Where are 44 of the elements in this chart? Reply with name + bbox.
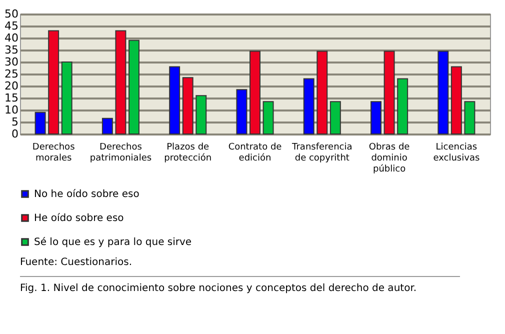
legend-label: No he oído sobre eso [34,189,140,200]
x-tick-label: Transferencia de copyritht [291,142,352,164]
y-tick-label: 45 [4,20,18,32]
bar [464,101,476,134]
bar [370,101,382,134]
bar [169,66,180,134]
bar [303,78,314,134]
bar [236,89,248,134]
y-tick-label: 0 [12,128,18,140]
bar [34,112,46,134]
x-tick-label: Licencias exclusivas [433,142,480,164]
y-tick-label: 25 [4,68,18,80]
y-tick-label: 15 [4,92,18,104]
bar [115,30,126,134]
bar [196,95,207,134]
x-tick-label: Contrato de edición [228,142,282,164]
x-tick-label: Obras de dominio público [368,142,410,174]
y-tick-label: 50 [4,8,18,20]
legend-label: Sé lo que es y para lo que sirve [34,237,192,248]
bar [450,66,462,134]
y-tick-label: 35 [4,44,18,56]
bar [330,101,341,134]
x-tick-label: Derechos patrimoniales [90,142,152,164]
x-tick-label: Derechos morales [32,142,76,164]
y-tick-label: 40 [4,32,18,44]
source-note: Fuente: Cuestionarios. [20,257,134,268]
bar [438,50,449,134]
y-tick-label: 30 [4,56,18,68]
caption: Fig. 1. Nivel de conocimiento sobre nociones y conceptos del derecho de autor. [20,276,460,294]
bar [48,30,60,134]
bar [61,62,72,134]
bar [182,77,194,134]
y-tick-label: 20 [4,80,18,92]
bar [128,40,140,134]
bar [384,50,395,134]
bar [250,50,260,134]
legend-label: He oído sobre eso [34,213,124,224]
bar [316,50,328,134]
y-tick-label: 5 [12,116,18,128]
bar [102,118,113,134]
bar [262,101,274,134]
bar [397,78,408,134]
x-tick-label: Plazos de protección [164,142,212,164]
y-tick-label: 10 [4,104,18,116]
